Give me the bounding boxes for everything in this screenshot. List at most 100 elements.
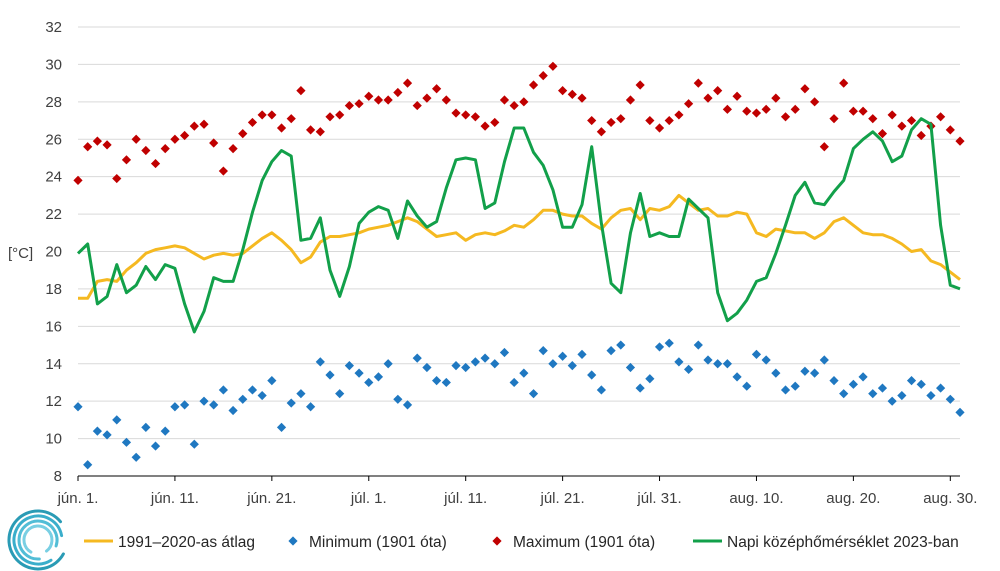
data-point xyxy=(306,125,316,135)
data-point xyxy=(654,123,665,133)
data-point xyxy=(538,71,548,81)
data-point xyxy=(402,78,413,88)
x-tick-label: aug. 20. xyxy=(826,490,880,507)
data-point xyxy=(839,78,849,88)
data-point xyxy=(461,110,471,120)
data-point xyxy=(596,385,606,395)
data-point xyxy=(577,93,587,103)
data-point xyxy=(296,389,306,399)
x-axis-ticks: jún. 1. jún. 11. jún. 21. júl. 1. júl. 11. jú… xyxy=(57,476,977,507)
data-point xyxy=(141,422,151,432)
data-point xyxy=(238,129,248,139)
data-point xyxy=(528,389,539,399)
data-point xyxy=(606,117,616,128)
data-point xyxy=(732,91,742,101)
data-point xyxy=(955,136,965,146)
data-point xyxy=(92,136,102,146)
data-point xyxy=(402,400,413,410)
x-tick-label: jún. 1. xyxy=(57,490,99,507)
data-point xyxy=(432,375,442,386)
data-point xyxy=(577,349,587,359)
data-point xyxy=(131,134,141,144)
data-point xyxy=(131,452,141,462)
data-point xyxy=(684,99,694,109)
data-point xyxy=(800,84,810,94)
y-axis-ticks: 8 10 12 14 16 18 20 22 24 26 28 30 32 xyxy=(45,19,62,485)
series-1 xyxy=(78,193,961,300)
data-point xyxy=(238,394,248,404)
data-point xyxy=(819,142,829,152)
data-point xyxy=(558,86,568,96)
y-tick-label: 8 xyxy=(54,468,62,485)
data-point xyxy=(810,97,820,107)
data-point xyxy=(722,104,732,114)
gridlines xyxy=(78,26,960,440)
data-point xyxy=(412,100,422,111)
data-point xyxy=(470,112,480,122)
data-point xyxy=(257,390,267,401)
data-point xyxy=(858,106,868,116)
data-point xyxy=(916,379,926,389)
data-point xyxy=(877,129,888,139)
data-point xyxy=(373,372,384,382)
legend-label: Minimum (1901 óta) xyxy=(309,534,447,551)
data-point xyxy=(664,338,674,348)
data-point xyxy=(209,400,219,410)
data-point xyxy=(432,84,442,94)
data-point xyxy=(790,381,800,391)
data-point xyxy=(674,110,684,120)
data-point xyxy=(848,106,858,116)
data-point xyxy=(538,346,548,356)
data-point xyxy=(713,359,723,369)
data-point xyxy=(800,366,810,376)
data-point xyxy=(645,115,655,126)
data-point xyxy=(315,357,325,367)
logo-arc xyxy=(22,524,54,554)
data-point xyxy=(567,89,577,99)
data-point xyxy=(829,114,839,124)
data-point xyxy=(616,114,626,124)
data-point xyxy=(354,368,364,378)
y-tick-label: 30 xyxy=(45,56,62,73)
data-point xyxy=(73,402,83,412)
data-point xyxy=(267,110,277,120)
data-point xyxy=(858,372,868,382)
data-point xyxy=(480,121,490,131)
data-point xyxy=(364,377,374,388)
y-tick-label: 22 xyxy=(45,206,62,223)
data-point xyxy=(606,346,616,356)
legend-item: Maximum (1901 óta) xyxy=(492,534,655,551)
y-axis-label: [°C] xyxy=(8,245,33,262)
data-point xyxy=(257,110,267,120)
data-point xyxy=(121,437,132,447)
x-tick-label: aug. 30. xyxy=(923,490,977,507)
data-point xyxy=(296,86,306,96)
data-point xyxy=(112,415,122,425)
data-point xyxy=(780,112,791,122)
series-2 xyxy=(73,338,965,470)
data-point xyxy=(616,340,626,350)
logo-arc xyxy=(17,519,59,561)
y-tick-label: 12 xyxy=(45,393,62,410)
data-point xyxy=(509,377,519,388)
data-point xyxy=(839,389,849,399)
y-tick-label: 24 xyxy=(45,169,62,186)
y-tick-label: 32 xyxy=(45,19,62,36)
y-tick-label: 10 xyxy=(45,431,62,448)
data-point xyxy=(422,93,432,103)
data-point xyxy=(499,95,510,105)
x-tick-label: jún. 21. xyxy=(246,490,296,507)
data-point xyxy=(199,396,209,406)
data-point xyxy=(73,175,83,186)
data-point xyxy=(509,100,519,111)
data-point xyxy=(150,158,161,169)
data-point xyxy=(276,123,287,133)
x-tick-label: júl. 1. xyxy=(350,490,387,507)
data-point xyxy=(228,405,238,416)
legend-item: 1991–2020-as átlag xyxy=(84,534,255,551)
data-point xyxy=(451,361,461,371)
data-point xyxy=(247,117,258,128)
data-point xyxy=(761,355,771,365)
data-point xyxy=(364,91,374,101)
data-point xyxy=(325,112,335,122)
